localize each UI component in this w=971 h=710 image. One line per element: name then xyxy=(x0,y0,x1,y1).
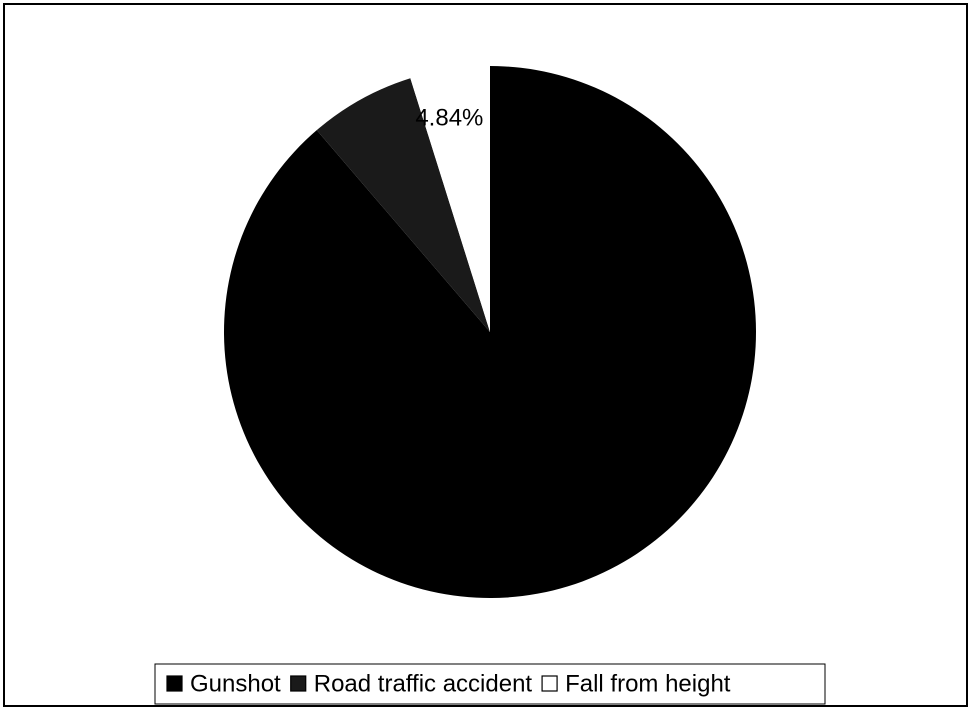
legend-label: Road traffic accident xyxy=(314,670,533,697)
legend-swatch xyxy=(166,675,183,692)
legend: Gunshot Road traffic accident Fall from he… xyxy=(166,670,731,697)
legend-box xyxy=(154,663,826,705)
pie-slice xyxy=(410,66,490,332)
legend-swatch xyxy=(290,675,307,692)
data-label: 4.84% xyxy=(415,104,483,131)
pie: 4.84% xyxy=(224,66,756,598)
pie-slice xyxy=(316,78,490,332)
legend-label: Gunshot xyxy=(190,670,281,697)
legend-label: Fall from height xyxy=(565,670,731,697)
legend-swatch xyxy=(541,675,558,692)
